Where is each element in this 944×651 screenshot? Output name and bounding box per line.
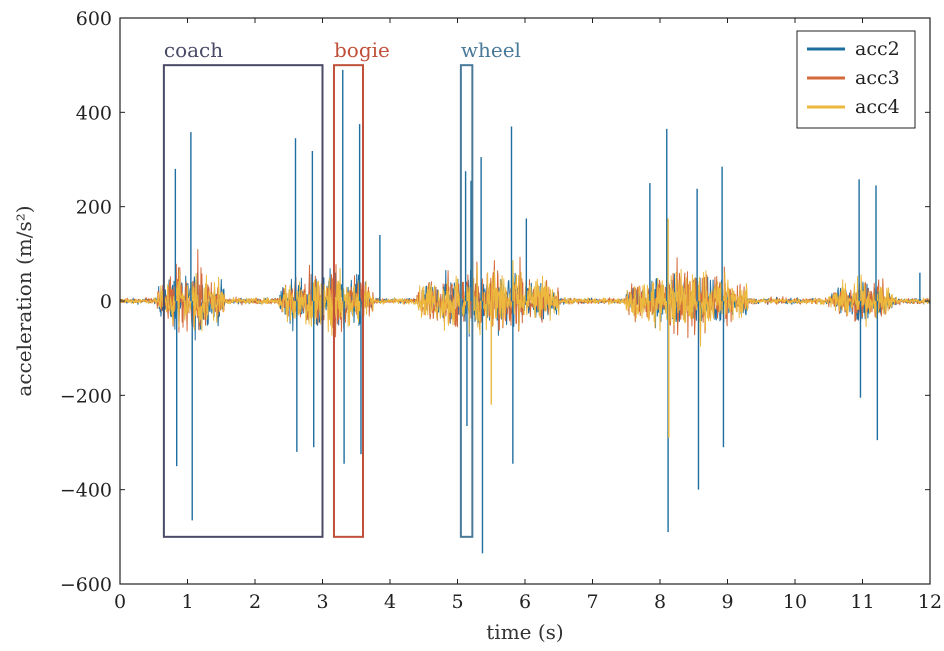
x-tick-label: 5: [451, 591, 463, 613]
legend: acc2 acc3 acc4: [796, 30, 916, 129]
x-tick-label: 8: [654, 591, 666, 613]
annotation-label-coach: coach: [164, 38, 223, 62]
annotation-label-bogie: bogie: [334, 38, 390, 62]
series-line-acc3: [120, 249, 930, 339]
y-tick-label: 0: [100, 291, 112, 313]
x-tick-label: 10: [783, 591, 807, 613]
axis-ticks: [119, 17, 931, 585]
y-tick-label: −200: [60, 385, 112, 407]
x-tick-labels: 0 1 2 3 4 5 6 7 8 9 10 11 12: [114, 591, 942, 613]
legend-label-acc2: acc2: [855, 38, 900, 60]
legend-label-acc4: acc4: [855, 96, 900, 118]
x-tick-label: 4: [384, 591, 396, 613]
y-tick-labels: −600 −400 −200 0 200 400 600: [60, 8, 112, 596]
x-tick-label: 11: [850, 591, 874, 613]
x-tick-label: 3: [316, 591, 328, 613]
x-tick-label: 6: [519, 591, 531, 613]
y-tick-label: 200: [76, 197, 112, 219]
x-tick-label: 2: [249, 591, 261, 613]
x-tick-label: 1: [181, 591, 193, 613]
x-tick-label: 9: [721, 591, 733, 613]
series-line-acc4: [120, 256, 930, 347]
annotation-label-wheel: wheel: [461, 38, 521, 62]
annotation-boxes: coach bogie wheel: [162, 38, 521, 538]
y-tick-label: 600: [76, 8, 112, 30]
annotation-box-bogie: [332, 64, 365, 538]
annotation-box-wheel: [459, 64, 474, 538]
x-tick-label: 0: [114, 591, 126, 613]
x-tick-label: 7: [586, 591, 598, 613]
y-tick-label: −400: [60, 480, 112, 502]
plot-area: coach bogie wheel: [120, 38, 930, 554]
y-tick-label: 400: [76, 102, 112, 124]
legend-label-acc3: acc3: [855, 67, 900, 89]
signal-series: [120, 69, 930, 554]
x-tick-label: 12: [918, 591, 942, 613]
annotation-box-coach: [162, 64, 324, 538]
y-tick-label: −600: [60, 574, 112, 596]
y-axis-label: acceleration (m/s²): [12, 205, 36, 396]
x-axis-label: time (s): [486, 620, 563, 644]
